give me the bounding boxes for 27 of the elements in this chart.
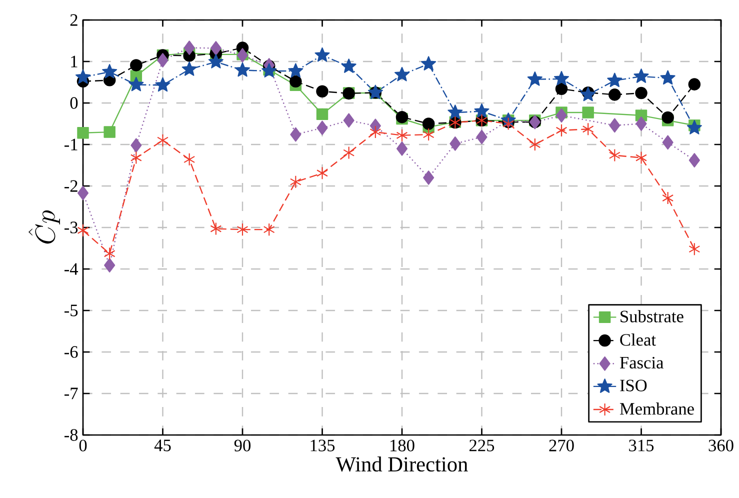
x-axis-title: Wind Direction (336, 456, 468, 472)
y-tick-label: 2 (70, 14, 78, 26)
y-tick-label: -7 (64, 388, 78, 400)
x-tick-label: 90 (234, 440, 251, 452)
legend-label: Substrate (620, 310, 684, 322)
x-tick-label: 0 (79, 440, 87, 452)
y-tick-label: -8 (64, 429, 78, 441)
legend-label: ISO (620, 380, 647, 392)
x-tick-label: 315 (629, 440, 654, 452)
legend-label: Membrane (620, 402, 694, 415)
y-tick-label: -5 (64, 304, 78, 316)
x-tick-label: 135 (310, 440, 335, 452)
y-tick-label: -2 (64, 180, 78, 192)
legend-label: Cleat (620, 334, 656, 346)
y-tick-label: -1 (64, 138, 78, 150)
x-tick-label: 270 (549, 440, 574, 452)
x-tick-label: 45 (154, 440, 171, 452)
y-tick-label: -6 (64, 346, 78, 358)
x-tick-label: 225 (470, 440, 494, 452)
y-tick-label: -3 (64, 222, 78, 234)
x-tick-label: 360 (708, 440, 734, 452)
y-tick-label: 1 (71, 56, 78, 68)
x-tick-label: 180 (390, 440, 414, 452)
y-axis-title: $\hat{C}p$ (28, 210, 60, 244)
y-tick-label: -4 (64, 263, 78, 275)
legend-label: Fascia (620, 356, 664, 369)
y-tick-label: 0 (70, 97, 78, 109)
